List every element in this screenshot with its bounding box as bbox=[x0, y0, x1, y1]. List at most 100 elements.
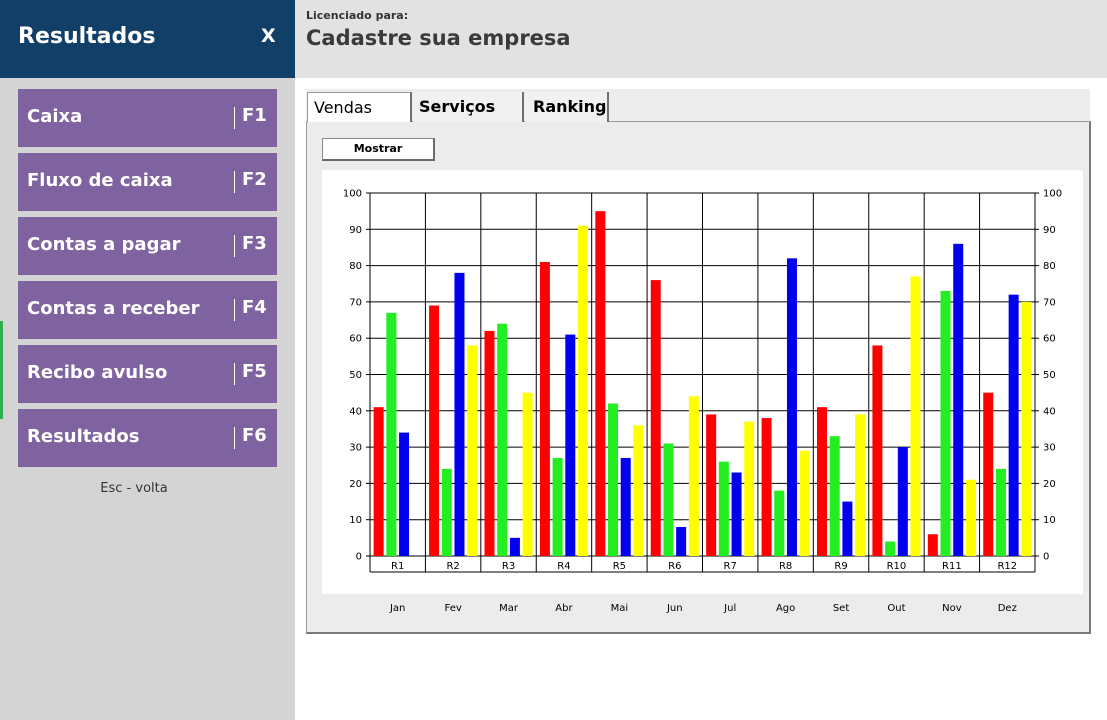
bar-r3-series-4 bbox=[522, 392, 533, 556]
menu-item-recibo-avulso[interactable]: Recibo avulso F5 bbox=[18, 345, 277, 403]
menu-item-shortcut: F4 bbox=[242, 297, 267, 318]
bar-r2-series-4 bbox=[467, 345, 478, 556]
menu-item-divider bbox=[234, 363, 235, 385]
plot-frame bbox=[369, 192, 1036, 557]
y-tick-label-right: 80 bbox=[1043, 261, 1056, 272]
active-marker bbox=[0, 321, 3, 419]
x-month-label: Abr bbox=[555, 603, 573, 614]
y-tick-label-left: 50 bbox=[349, 370, 362, 381]
bar-r1-series-2 bbox=[386, 312, 397, 556]
y-tick-label-right: 0 bbox=[1043, 552, 1049, 563]
sidebar-header: Resultados X bbox=[0, 0, 295, 78]
tab-vendas[interactable]: Vendas bbox=[307, 92, 412, 122]
bar-r11-series-3 bbox=[953, 243, 964, 556]
y-tick-label-right: 60 bbox=[1043, 334, 1056, 345]
menu-item-divider bbox=[234, 235, 235, 257]
menu-item-shortcut: F6 bbox=[242, 425, 267, 446]
bar-r10-series-4 bbox=[910, 276, 921, 556]
bar-r11-series-1 bbox=[927, 534, 938, 556]
x-month-label: Mar bbox=[499, 603, 519, 614]
y-tick-label-right: 30 bbox=[1043, 443, 1056, 454]
y-tick-label-left: 0 bbox=[356, 552, 362, 563]
menu-item-divider bbox=[234, 299, 235, 321]
x-month-label: Dez bbox=[998, 603, 1017, 614]
menu-item-fluxo-de-caixa[interactable]: Fluxo de caixa F2 bbox=[18, 153, 277, 211]
bar-r12-series-4 bbox=[1021, 301, 1032, 556]
bar-r4-series-4 bbox=[578, 225, 589, 557]
x-month-label: Set bbox=[833, 603, 850, 614]
bar-r8-series-4 bbox=[799, 450, 810, 556]
y-tick-label-left: 40 bbox=[349, 406, 362, 417]
tab-servicos[interactable]: Serviços bbox=[413, 92, 524, 122]
bar-r3-series-3 bbox=[509, 537, 520, 556]
y-tick-label-left: 100 bbox=[343, 189, 362, 200]
bar-r9-series-1 bbox=[816, 407, 827, 556]
x-month-label: Ago bbox=[776, 603, 795, 614]
x-month-label: Jan bbox=[389, 603, 405, 614]
bar-r7-series-3 bbox=[731, 472, 742, 556]
x-category-label: R2 bbox=[446, 561, 459, 572]
x-month-label: Mai bbox=[611, 603, 629, 614]
y-tick-label-left: 20 bbox=[349, 479, 362, 490]
bar-r7-series-4 bbox=[744, 421, 755, 556]
y-tick-label-left: 90 bbox=[349, 225, 362, 236]
bar-r10-series-1 bbox=[872, 345, 883, 556]
tab-label: Serviços bbox=[419, 97, 496, 116]
x-category-label: R1 bbox=[391, 561, 404, 572]
y-tick-label-right: 10 bbox=[1043, 515, 1056, 526]
bar-r2-series-3 bbox=[454, 272, 465, 556]
bar-r9-series-3 bbox=[842, 501, 853, 556]
bar-r4-series-3 bbox=[565, 334, 576, 556]
x-month-label: Jul bbox=[723, 603, 736, 614]
menu-item-label: Resultados bbox=[27, 426, 140, 447]
x-month-label: Fev bbox=[444, 603, 461, 614]
bar-r2-series-1 bbox=[429, 305, 440, 556]
y-tick-label-right: 50 bbox=[1043, 370, 1056, 381]
bar-r12-series-2 bbox=[995, 468, 1006, 556]
menu-item-contas-a-pagar[interactable]: Contas a pagar F3 bbox=[18, 217, 277, 275]
bar-r6-series-1 bbox=[650, 280, 661, 556]
x-category-label: R11 bbox=[942, 561, 962, 572]
x-month-label: Out bbox=[887, 603, 905, 614]
y-tick-label-right: 90 bbox=[1043, 225, 1056, 236]
show-button[interactable]: Mostrar bbox=[322, 138, 435, 161]
x-category-label: R4 bbox=[557, 561, 570, 572]
tab-ranking[interactable]: Ranking bbox=[525, 92, 609, 122]
x-category-label: R12 bbox=[997, 561, 1017, 572]
bar-r3-series-2 bbox=[497, 323, 508, 556]
bar-r3-series-1 bbox=[484, 330, 495, 556]
bar-r8-series-2 bbox=[774, 490, 785, 556]
bar-r10-series-2 bbox=[885, 541, 896, 556]
sidebar-title: Resultados bbox=[18, 24, 156, 49]
x-category-label: R9 bbox=[834, 561, 847, 572]
y-tick-label-left: 30 bbox=[349, 443, 362, 454]
bar-r6-series-4 bbox=[688, 396, 699, 556]
menu-item-resultados[interactable]: Resultados F6 bbox=[18, 409, 277, 467]
bar-r7-series-1 bbox=[706, 414, 717, 556]
bar-r5-series-3 bbox=[620, 457, 631, 556]
bar-r12-series-3 bbox=[1008, 294, 1019, 556]
bar-r4-series-2 bbox=[552, 457, 563, 556]
menu-item-contas-a-receber[interactable]: Contas a receber F4 bbox=[18, 281, 277, 339]
x-category-label: R3 bbox=[502, 561, 515, 572]
y-tick-label-left: 10 bbox=[349, 515, 362, 526]
y-tick-label-left: 80 bbox=[349, 261, 362, 272]
close-button[interactable]: X bbox=[261, 25, 276, 47]
menu-item-caixa[interactable]: Caixa F1 bbox=[18, 89, 277, 147]
y-tick-label-right: 20 bbox=[1043, 479, 1056, 490]
menu-item-shortcut: F1 bbox=[242, 105, 267, 126]
y-tick-label-right: 40 bbox=[1043, 406, 1056, 417]
x-category-label: R8 bbox=[779, 561, 792, 572]
menu-item-divider bbox=[234, 171, 235, 193]
menu-item-shortcut: F3 bbox=[242, 233, 267, 254]
bar-r1-series-3 bbox=[399, 432, 410, 556]
menu-item-shortcut: F5 bbox=[242, 361, 267, 382]
license-label: Licenciado para: bbox=[306, 9, 409, 22]
x-month-label: Nov bbox=[942, 603, 962, 614]
bar-r12-series-1 bbox=[983, 392, 994, 556]
bar-r5-series-1 bbox=[595, 211, 606, 556]
bar-r11-series-4 bbox=[965, 479, 976, 556]
y-tick-label-left: 60 bbox=[349, 334, 362, 345]
y-tick-label-right: 70 bbox=[1043, 297, 1056, 308]
menu-item-divider bbox=[234, 427, 235, 449]
